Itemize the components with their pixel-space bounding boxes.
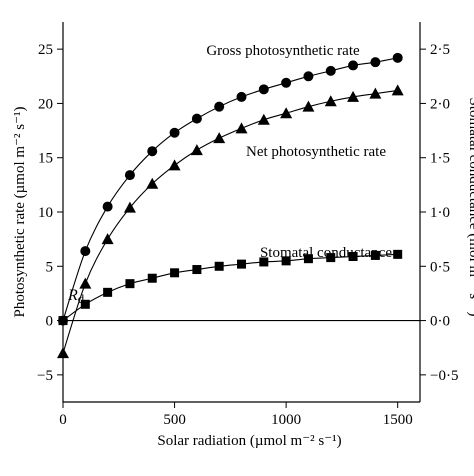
net-rate-point bbox=[57, 347, 69, 359]
stomatal-conductance-point bbox=[192, 265, 202, 275]
net-rate-point bbox=[347, 90, 360, 102]
net-rate-point bbox=[302, 100, 315, 112]
series-label-gross: Gross photosynthetic rate bbox=[206, 43, 360, 59]
stomatal-conductance-point bbox=[58, 316, 68, 326]
stomatal-conductance-point bbox=[237, 259, 246, 269]
net-rate-point bbox=[146, 177, 159, 189]
gross-rate-point bbox=[258, 84, 269, 95]
y2-tick-label: 0·0 bbox=[430, 314, 450, 330]
gross-rate-point bbox=[303, 71, 314, 82]
series-label-net: Net photosynthetic rate bbox=[246, 144, 386, 160]
net-rate-point bbox=[235, 122, 248, 134]
stomatal-conductance-point bbox=[303, 254, 313, 264]
stomatal-conductance-point bbox=[281, 256, 291, 266]
labels: Solar radiation (µmol m⁻² s⁻¹) Photosynt… bbox=[12, 43, 474, 449]
axes: 0 500 1000 1500 −5 0 5 10 15 20 25 −0·5 0·0 0·5 1·0 1·5… bbox=[37, 22, 458, 428]
series-line-2 bbox=[62, 253, 398, 322]
stomatal-conductance-point bbox=[147, 273, 157, 283]
stomatal-conductance-point bbox=[214, 261, 224, 271]
gross-rate-point bbox=[325, 65, 336, 76]
y2-axis-label: Stomatal conductance (mol m⁻² s⁻¹) bbox=[466, 98, 474, 317]
net-rate-point bbox=[213, 132, 226, 144]
y2-tick-label: 1·5 bbox=[430, 151, 450, 167]
stomatal-conductance-point bbox=[103, 287, 113, 297]
net-rate-point bbox=[79, 277, 92, 289]
net-rate-point bbox=[257, 113, 270, 125]
y-tick-label: 10 bbox=[38, 205, 53, 221]
gross-rate-point bbox=[169, 127, 180, 138]
y2-tick-label: −0·5 bbox=[430, 368, 458, 384]
series-label-stomatal: Stomatal conductance bbox=[260, 245, 392, 261]
net-rate-point bbox=[391, 84, 404, 96]
series-markers bbox=[57, 52, 404, 359]
x-tick-label: 500 bbox=[163, 412, 186, 428]
gross-rate-point bbox=[281, 77, 292, 88]
y2-tick-label: 0·5 bbox=[430, 259, 450, 275]
x-tick-label: 1000 bbox=[271, 412, 301, 428]
stomatal-conductance-point bbox=[370, 250, 380, 260]
y-tick-label: 0 bbox=[46, 314, 54, 330]
stomatal-conductance-point bbox=[125, 279, 135, 289]
series-curves bbox=[62, 57, 398, 354]
gross-rate-point bbox=[370, 57, 381, 68]
net-rate-point bbox=[324, 95, 337, 107]
y-tick-label: 15 bbox=[38, 151, 53, 167]
gross-rate-point bbox=[214, 101, 225, 112]
net-rate-point bbox=[168, 159, 181, 171]
y-tick-label: 25 bbox=[38, 42, 53, 58]
y2-tick-label: 1·0 bbox=[430, 205, 450, 221]
y-axis-label: Photosynthetic rate (µmol m⁻² s⁻¹) bbox=[12, 107, 28, 318]
net-rate-point bbox=[280, 107, 293, 119]
stomatal-conductance-point bbox=[259, 257, 269, 267]
gross-rate-point bbox=[147, 146, 158, 157]
y-tick-label: 5 bbox=[46, 259, 54, 275]
gross-rate-point bbox=[102, 201, 113, 212]
stomatal-conductance-point bbox=[326, 253, 336, 263]
net-rate-point bbox=[101, 233, 114, 245]
net-rate-point bbox=[369, 87, 382, 99]
x-tick-label: 1500 bbox=[383, 412, 413, 428]
stomatal-conductance-point bbox=[348, 252, 358, 262]
y-tick-label: 20 bbox=[38, 96, 53, 112]
rd-annotation: Rd bbox=[67, 287, 85, 306]
rd-annotation-subscript: d bbox=[78, 291, 85, 306]
y2-tick-label: 2·5 bbox=[430, 42, 450, 58]
series-line-1 bbox=[62, 89, 398, 354]
y-tick-label: −5 bbox=[37, 368, 53, 384]
stomatal-conductance-point bbox=[393, 249, 403, 259]
stomatal-conductance-point bbox=[170, 268, 180, 278]
gross-rate-point bbox=[80, 246, 91, 257]
x-axis-label: Solar radiation (µmol m⁻² s⁻¹) bbox=[157, 433, 341, 449]
series-line-0 bbox=[62, 57, 398, 321]
net-rate-point bbox=[123, 201, 136, 213]
x-tick-label: 0 bbox=[59, 412, 67, 428]
net-rate-point bbox=[190, 144, 203, 156]
gross-rate-point bbox=[191, 113, 202, 124]
y2-tick-label: 2·0 bbox=[430, 96, 450, 112]
gross-rate-point bbox=[236, 91, 247, 102]
stomatal-conductance-point bbox=[80, 299, 90, 309]
gross-rate-point bbox=[348, 60, 359, 71]
gross-rate-point bbox=[392, 52, 403, 63]
gross-rate-point bbox=[124, 170, 135, 181]
